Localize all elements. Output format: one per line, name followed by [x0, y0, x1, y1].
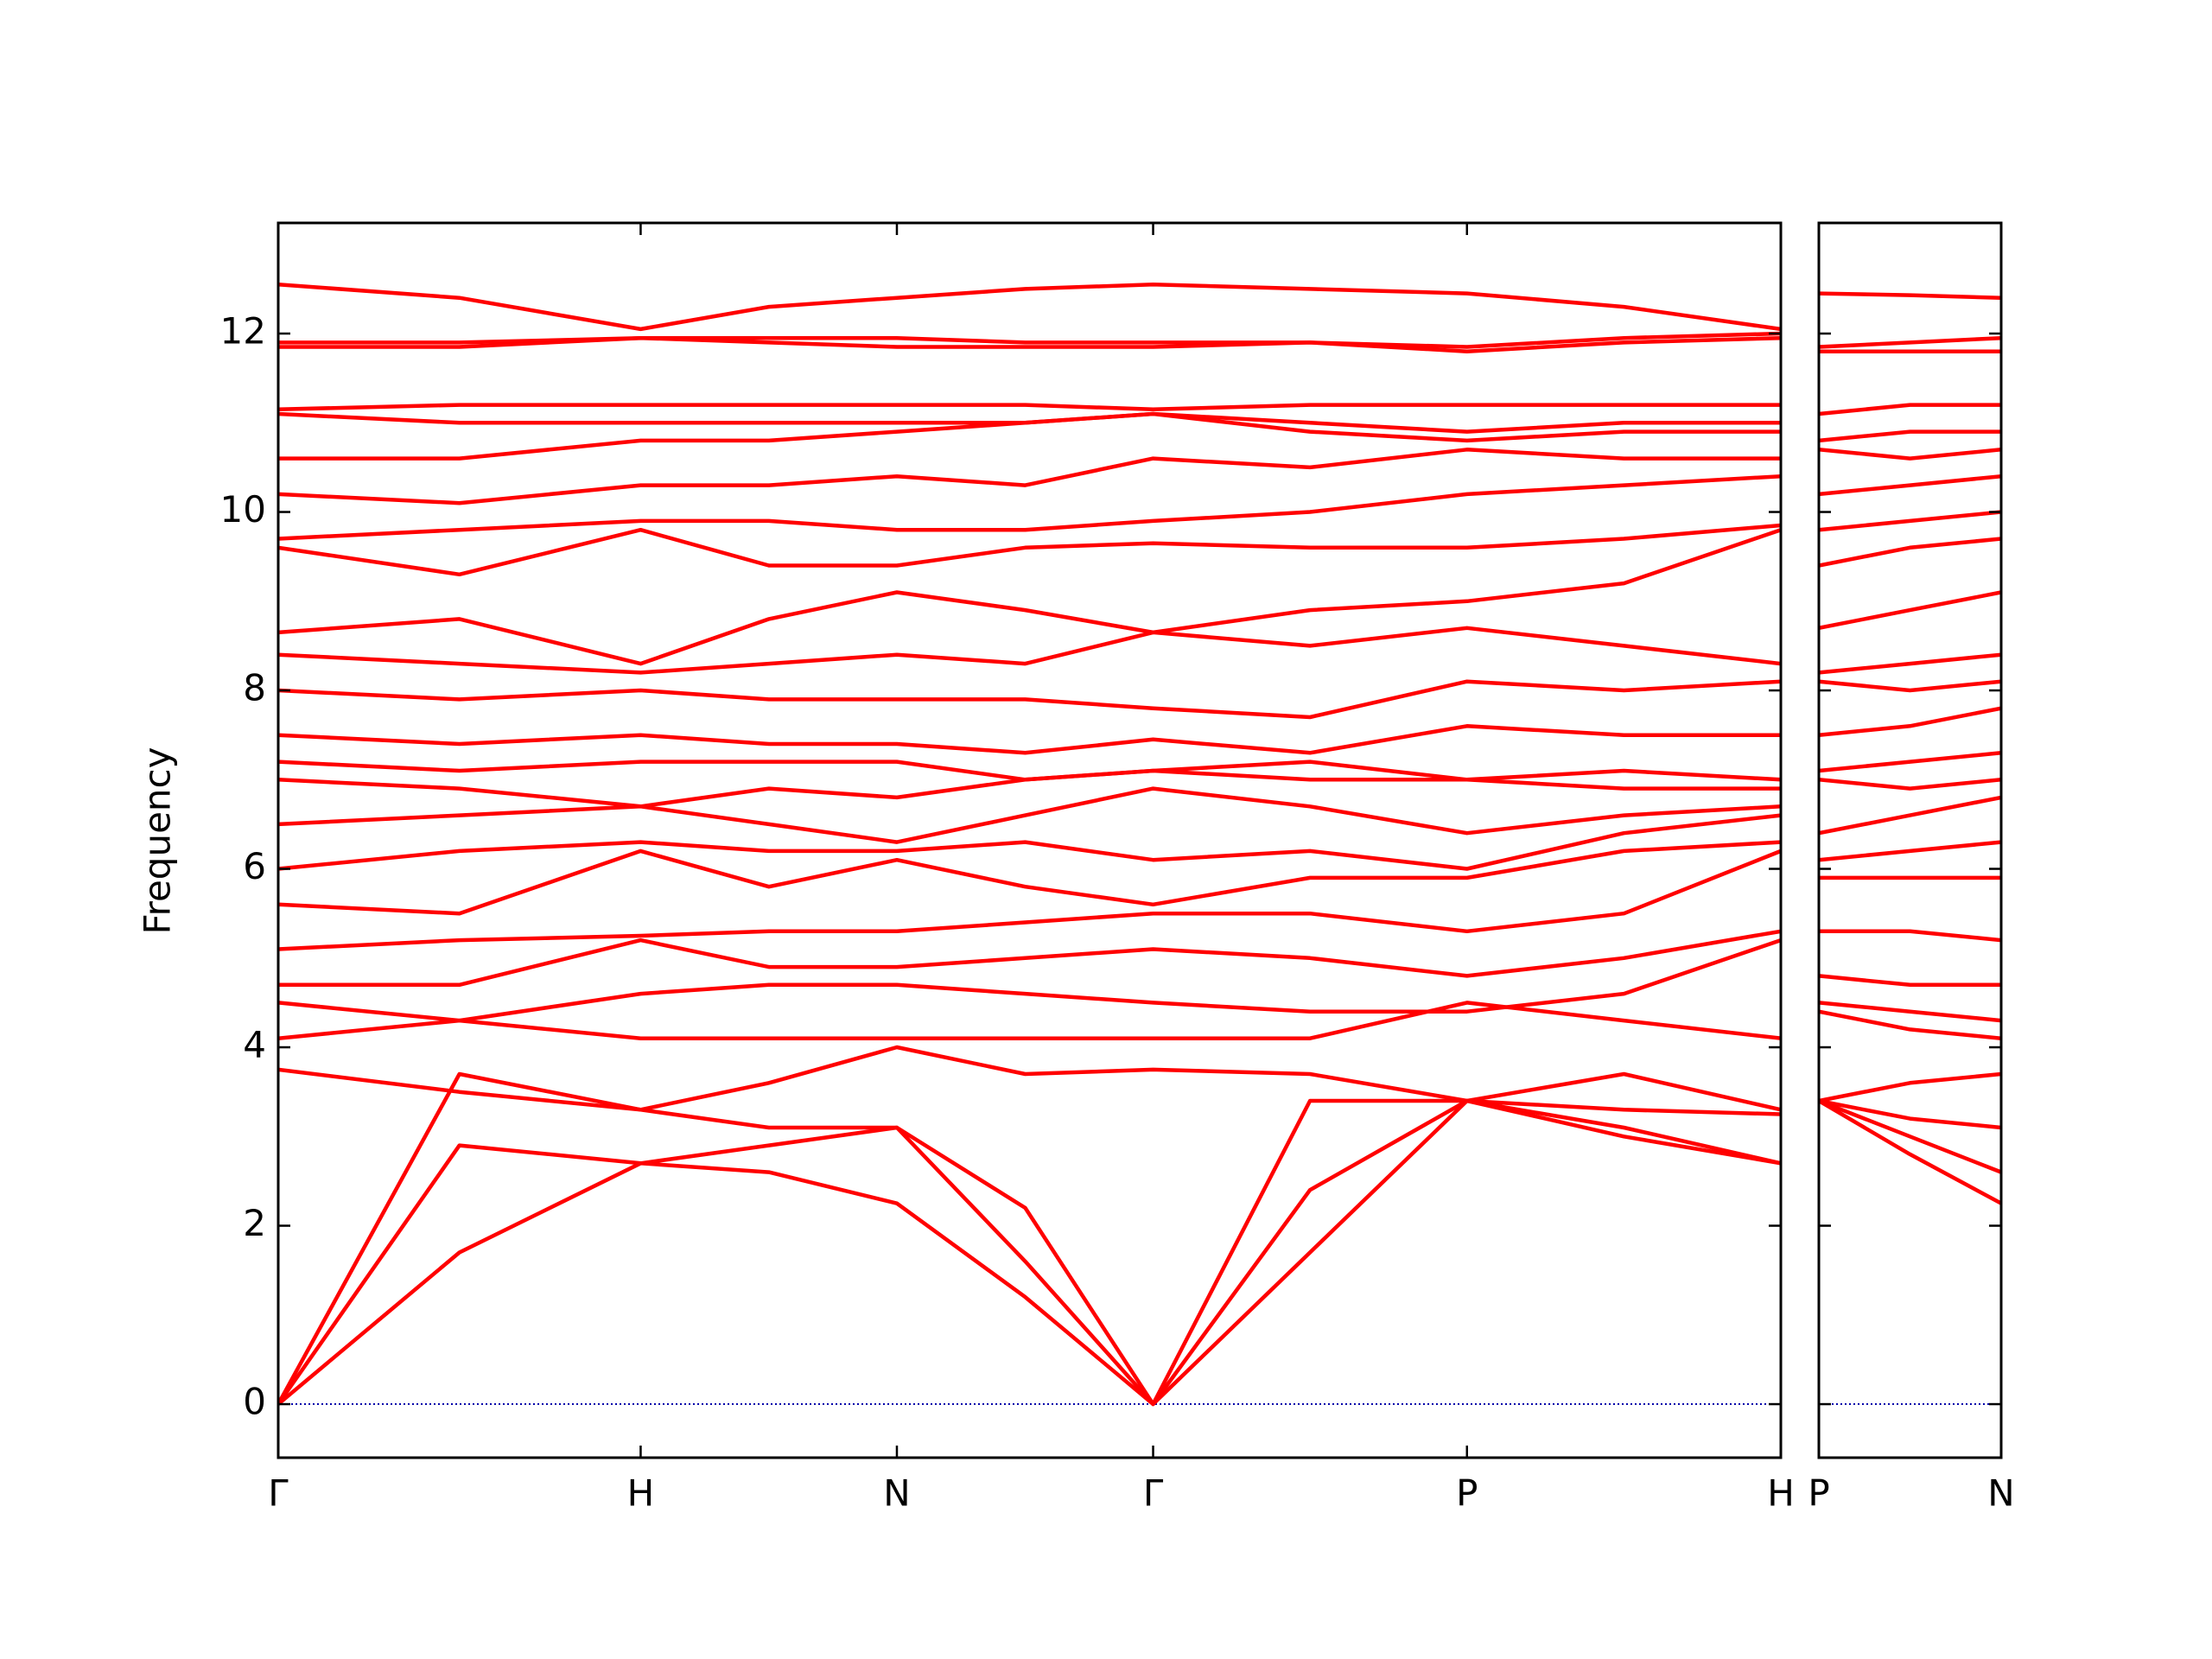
y-tick-label: 12 — [220, 310, 266, 353]
band-line — [1819, 1098, 2001, 1174]
band-line — [278, 474, 1781, 541]
band-line — [1819, 652, 2001, 675]
band-line — [1819, 537, 2001, 568]
band-line — [278, 1098, 1781, 1407]
band-line — [278, 849, 1781, 951]
band-line — [278, 626, 1781, 675]
band-line — [278, 448, 1781, 505]
band-line — [1819, 1001, 2001, 1023]
band-line — [1819, 1098, 2001, 1130]
bands — [278, 282, 1781, 1407]
band-line — [1819, 335, 2001, 349]
x-tick-label: N — [1987, 1472, 2014, 1515]
x-tick-label: Γ — [268, 1472, 289, 1515]
band-line — [278, 813, 1781, 871]
band-line — [278, 840, 1781, 916]
band-line — [1819, 403, 2001, 416]
y-tick-label: 6 — [243, 845, 266, 887]
y-axis-label: Frequency — [137, 747, 179, 935]
band-line — [1819, 706, 2001, 737]
band-line — [278, 411, 1781, 434]
x-tick-label: P — [1808, 1472, 1829, 1515]
band-line — [278, 724, 1781, 755]
y-tick-label: 0 — [243, 1381, 266, 1423]
band-line — [278, 760, 1781, 782]
x-tick-label: N — [883, 1472, 910, 1515]
band-line — [278, 786, 1781, 844]
band-line — [1819, 778, 2001, 791]
y-tick-label: 4 — [243, 1024, 266, 1066]
band-line — [1819, 448, 2001, 461]
band-line — [278, 938, 1781, 1023]
bands — [1819, 291, 2001, 1205]
y-tick-label: 10 — [220, 488, 266, 531]
plot-frame — [1817, 221, 2003, 1459]
band-line — [1819, 929, 2001, 943]
band-line — [278, 1045, 1781, 1116]
band-line — [278, 331, 1781, 349]
band-line — [278, 1071, 1781, 1407]
band-line — [278, 403, 1781, 412]
band-line — [278, 679, 1781, 720]
x-tick-label: H — [1767, 1472, 1795, 1515]
band-line — [1819, 510, 2001, 532]
band-line — [1819, 1009, 2001, 1040]
x-tick-label: Γ — [1143, 1472, 1164, 1515]
band-line — [1819, 974, 2001, 988]
band-line — [1819, 590, 2001, 631]
y-tick-label: 2 — [243, 1202, 266, 1244]
band-line — [278, 282, 1781, 332]
band-line — [1819, 291, 2001, 300]
plot-frame — [276, 221, 1783, 1459]
band-line — [278, 929, 1781, 988]
band-line — [278, 528, 1781, 666]
band-line — [1819, 795, 2001, 836]
x-tick-label: P — [1456, 1472, 1478, 1515]
x-tick-label: H — [627, 1472, 655, 1515]
band-line — [1819, 1099, 2001, 1205]
band-line — [278, 1001, 1781, 1040]
band-line — [1819, 1071, 2001, 1103]
band-line — [278, 523, 1781, 577]
band-line — [1819, 840, 2001, 862]
band-line — [1819, 474, 2001, 497]
band-line — [1819, 751, 2001, 773]
y-tick-label: 8 — [243, 667, 266, 709]
band-line — [278, 1098, 1781, 1407]
band-line — [1819, 679, 2001, 693]
band-line — [1819, 429, 2001, 443]
